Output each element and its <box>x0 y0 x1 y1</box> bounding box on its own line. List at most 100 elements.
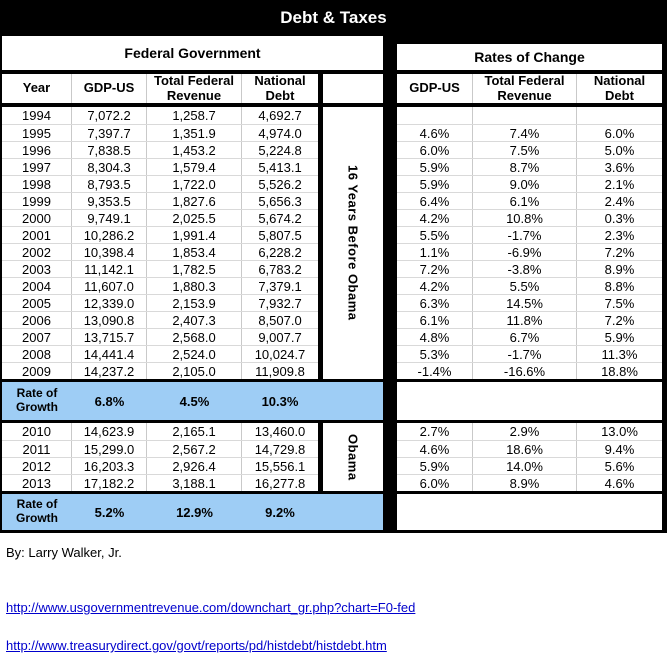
cell-revenue-rate: 8.9% <box>473 475 577 491</box>
cell-gdp: 10,286.2 <box>72 227 147 243</box>
cell-debt-rate: 8.8% <box>604 278 635 294</box>
cell-revenue: 2,926.4 <box>147 458 242 474</box>
source-link-treasurydirect[interactable]: http://www.treasurydirect.gov/govt/repor… <box>6 638 387 653</box>
cell-revenue-rate: 6.7% <box>473 329 577 345</box>
cell-gdp: 11,142.1 <box>72 261 147 277</box>
cell-gdp-rate: 5.9% <box>397 458 473 474</box>
group-label-cell: 16 Years Before Obama <box>323 107 383 379</box>
table-row: 7.2% -3.8% 8.9% <box>397 260 662 277</box>
cell-year: 2011 <box>2 441 72 457</box>
cell-gdp: 14,623.9 <box>72 423 147 440</box>
table-row: 4.8% 6.7% 5.9% <box>397 328 662 345</box>
cell-debt: 5,413.1 <box>258 159 302 175</box>
rates-obama-rows: 2.7% 2.9% 13.0% 4.6% 18.6% 9.4% 5.9% 14.… <box>397 423 662 491</box>
obama-block: 2010 14,623.9 2,165.1 13,460.0 2011 15,2… <box>2 423 383 491</box>
table-row: 2006 13,090.8 2,407.3 8,507.0 <box>2 311 318 328</box>
cell-revenue: 2,165.1 <box>147 423 242 440</box>
cell-debt-rate: 13.0% <box>601 424 638 439</box>
rates-column-headers: GDP-US Total Federal Revenue National De… <box>397 74 662 107</box>
growth-revenue-value: 4.5% <box>179 393 210 409</box>
cell-gdp: 11,607.0 <box>72 278 147 294</box>
cell-debt: 5,224.8 <box>258 142 302 158</box>
cell-revenue-rate: -1.7% <box>473 227 577 243</box>
cell-gdp-rate: 6.4% <box>397 193 473 209</box>
table-row: 2003 11,142.1 1,782.5 6,783.2 <box>2 260 318 277</box>
divider-line <box>2 379 383 382</box>
cell-year: 1998 <box>2 176 72 192</box>
cell-debt: 10,024.7 <box>254 346 306 362</box>
rates-pre-obama-rows: 4.6% 7.4% 6.0% 6.0% 7.5% 5.0% 5.9% 8.7% … <box>397 107 662 379</box>
cell-gdp-rate: 4.2% <box>397 210 473 226</box>
cell-debt-rate: 9.4% <box>604 441 635 457</box>
cell-debt-rate: 5.6% <box>604 458 635 474</box>
table-row: 2002 10,398.4 1,853.4 6,228.2 <box>2 243 318 260</box>
cell-debt-rate: 3.6% <box>604 159 635 175</box>
cell-year: 1994 <box>2 107 72 124</box>
cell-revenue-rate: 10.8% <box>473 210 577 226</box>
cell-revenue: 2,105.0 <box>147 363 242 379</box>
cell-gdp-rate: -1.4% <box>397 363 473 379</box>
cell-revenue-rate: 11.8% <box>473 312 577 328</box>
table-row: 1.1% -6.9% 7.2% <box>397 243 662 260</box>
table-row: 6.3% 14.5% 7.5% <box>397 294 662 311</box>
table-row: 6.0% 7.5% 5.0% <box>397 141 662 158</box>
table-row: 5.3% -1.7% 11.3% <box>397 345 662 362</box>
obama-group-label: Obama <box>345 433 361 481</box>
cell-gdp-rate: 5.9% <box>397 176 473 192</box>
table-row: 2009 14,237.2 2,105.0 11,909.8 <box>2 362 318 379</box>
table-row: 1995 7,397.7 1,351.9 4,974.0 <box>2 124 318 141</box>
cell-debt-rate: 7.5% <box>604 295 635 311</box>
cell-revenue-rate: 9.0% <box>473 176 577 192</box>
source-link-usgovernmentrevenue[interactable]: http://www.usgovernmentrevenue.com/downc… <box>6 600 416 615</box>
cell-gdp: 7,397.7 <box>72 125 147 141</box>
cell-revenue: 1,258.7 <box>147 107 242 124</box>
table-row: 4.6% 7.4% 6.0% <box>397 124 662 141</box>
pre-obama-group-label: 16 Years Before Obama <box>345 165 361 321</box>
cell-debt: 4,974.0 <box>258 125 302 141</box>
table-row: 1994 7,072.2 1,258.7 4,692.7 <box>2 107 318 124</box>
cell-gdp: 14,441.4 <box>72 346 147 362</box>
cell-revenue: 1,453.2 <box>147 142 242 158</box>
rates-of-change-section: Rates of Change GDP-US Total Federal Rev… <box>397 36 667 530</box>
cell-gdp-rate: 6.3% <box>397 295 473 311</box>
cell-revenue: 1,782.5 <box>147 261 242 277</box>
byline: By: Larry Walker, Jr. <box>6 545 122 560</box>
cell-gdp-rate: 4.6% <box>397 441 473 457</box>
cell-gdp-rate: 1.1% <box>397 244 473 260</box>
col-header-debt: National Debt <box>254 73 306 103</box>
cell-revenue: 1,722.0 <box>147 176 242 192</box>
cell-revenue-rate: 5.5% <box>473 278 577 294</box>
cell-revenue: 1,351.9 <box>147 125 242 141</box>
growth-gdp-value: 5.2% <box>94 504 125 520</box>
cell-revenue-rate: 14.5% <box>473 295 577 311</box>
federal-column-headers: Year GDP-US Total Federal Revenue Nation… <box>2 74 383 107</box>
cell-revenue: 2,153.9 <box>147 295 242 311</box>
growth-debt-value: 9.2% <box>265 504 295 520</box>
cell-revenue-rate: -3.8% <box>473 261 577 277</box>
col-header-revenue: Total Federal Revenue <box>473 74 577 103</box>
cell-debt-rate: 18.8% <box>601 363 638 379</box>
cell-revenue-rate: 6.1% <box>473 193 577 209</box>
cell-gdp-rate: 6.0% <box>397 475 473 491</box>
cell-revenue: 1,880.3 <box>147 278 242 294</box>
table-row: 2001 10,286.2 1,991.4 5,807.5 <box>2 226 318 243</box>
cell-debt-rate: 0.3% <box>604 210 635 226</box>
cell-debt-rate: 2.1% <box>604 176 635 192</box>
cell-revenue: 1,579.4 <box>147 159 242 175</box>
cell-debt: 5,807.5 <box>258 227 302 243</box>
table-row: 2010 14,623.9 2,165.1 13,460.0 <box>2 423 318 440</box>
cell-debt: 7,932.7 <box>258 295 302 311</box>
cell-revenue-rate <box>473 107 577 124</box>
cell-gdp: 14,237.2 <box>72 363 147 379</box>
empty-growth-box <box>397 382 662 420</box>
cell-gdp: 15,299.0 <box>72 441 147 457</box>
cell-revenue-rate: 7.5% <box>473 142 577 158</box>
cell-debt-rate: 11.3% <box>601 346 638 362</box>
cell-gdp: 12,339.0 <box>72 295 147 311</box>
cell-year: 2001 <box>2 227 72 243</box>
cell-revenue: 2,567.2 <box>147 441 242 457</box>
table-row: 5.9% 8.7% 3.6% <box>397 158 662 175</box>
cell-debt: 7,379.1 <box>258 278 302 294</box>
table-row: 4.6% 18.6% 9.4% <box>397 440 662 457</box>
